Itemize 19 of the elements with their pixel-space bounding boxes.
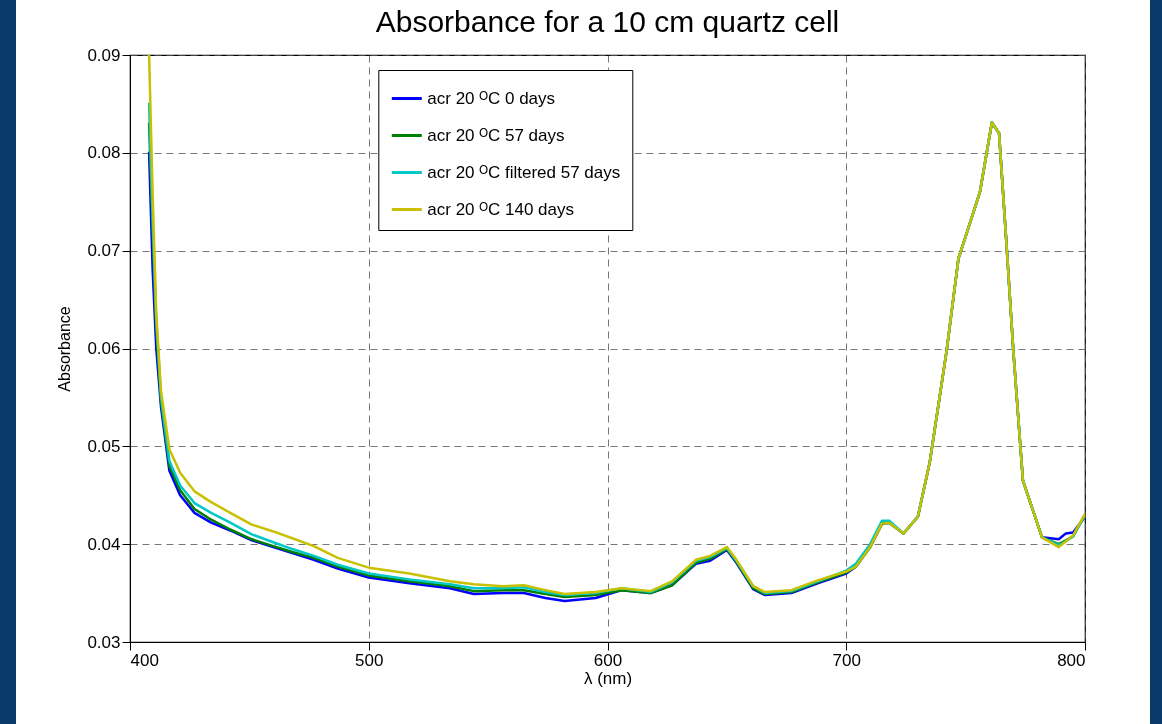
- x-tick-label: 600: [593, 650, 623, 670]
- x-tick-label: 400: [130, 650, 159, 670]
- legend-label: acr 20 ᴼC 57 days: [427, 125, 565, 145]
- y-tick-label: 0.08: [87, 143, 121, 163]
- x-tick-label: 800: [1057, 650, 1086, 670]
- y-tick-label: 0.03: [87, 632, 121, 652]
- x-tick-label: 700: [832, 650, 861, 670]
- legend-label: acr 20 ᴼC filtered 57 days: [427, 162, 621, 182]
- y-tick-label: 0.09: [87, 45, 121, 65]
- y-tick-label: 0.07: [87, 241, 121, 261]
- x-axis-title: λ (nm): [583, 668, 633, 688]
- y-tick-label: 0.05: [87, 436, 121, 456]
- chart-title: Absorbance for a 10 cm quartz cell: [375, 5, 840, 38]
- legend-label: acr 20 ᴼC 0 days: [427, 88, 556, 108]
- x-tick-label: 500: [355, 650, 384, 670]
- legend-label: acr 20 ᴼC 140 days: [427, 199, 574, 219]
- y-tick-label: 0.06: [87, 339, 121, 358]
- y-axis-title: Absorbance: [56, 306, 74, 392]
- y-tick-label: 0.04: [87, 534, 121, 554]
